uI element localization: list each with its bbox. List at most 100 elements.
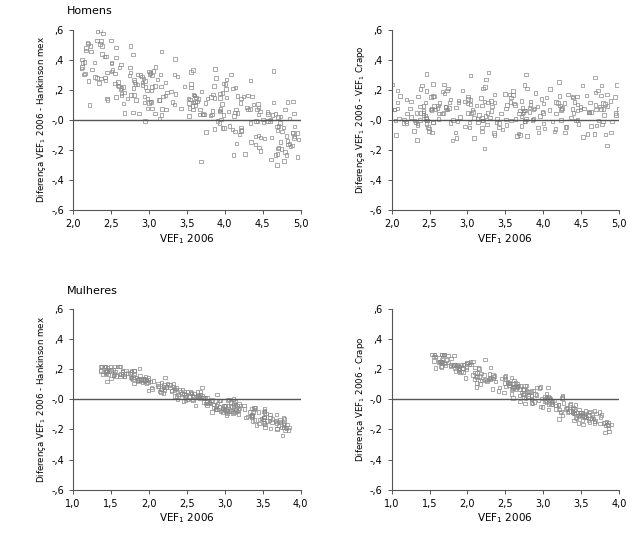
- Point: [568, 105, 578, 114]
- Point: [180, 393, 190, 401]
- Point: [513, 381, 523, 390]
- Point: [500, 372, 511, 380]
- Point: [275, 415, 285, 424]
- Point: [542, 94, 552, 102]
- Point: [587, 414, 597, 422]
- Point: [510, 101, 520, 109]
- Point: [239, 93, 249, 101]
- Point: [210, 406, 220, 414]
- Point: [178, 397, 189, 405]
- Point: [210, 397, 220, 405]
- Point: [246, 412, 256, 420]
- Point: [199, 394, 209, 402]
- Point: [168, 379, 178, 388]
- Point: [439, 80, 449, 89]
- Point: [575, 411, 585, 420]
- Point: [188, 395, 198, 404]
- Point: [568, 408, 578, 417]
- Point: [149, 377, 159, 385]
- Point: [490, 377, 500, 386]
- Point: [526, 387, 537, 395]
- Point: [170, 392, 180, 400]
- Point: [591, 105, 601, 114]
- Point: [567, 405, 577, 414]
- Point: [267, 111, 277, 119]
- Point: [119, 100, 129, 108]
- Point: [561, 404, 572, 412]
- Point: [158, 383, 168, 391]
- Point: [207, 107, 217, 115]
- Point: [102, 366, 112, 375]
- Point: [519, 81, 530, 89]
- Point: [556, 408, 566, 417]
- Point: [144, 67, 154, 76]
- Point: [563, 90, 573, 98]
- Point: [111, 372, 121, 380]
- Point: [533, 396, 544, 405]
- Point: [125, 63, 135, 72]
- Point: [186, 388, 196, 397]
- Point: [102, 94, 112, 103]
- Point: [520, 117, 530, 125]
- Point: [543, 383, 553, 392]
- Point: [221, 407, 231, 415]
- Point: [178, 386, 188, 394]
- Point: [490, 131, 500, 139]
- Point: [506, 390, 516, 399]
- Point: [560, 123, 570, 131]
- Point: [207, 110, 217, 119]
- Point: [218, 80, 229, 88]
- Point: [106, 59, 116, 68]
- Point: [535, 111, 545, 120]
- Point: [599, 419, 609, 427]
- Point: [578, 133, 588, 141]
- Point: [439, 89, 450, 98]
- Point: [584, 416, 594, 425]
- Point: [463, 95, 473, 103]
- Point: [451, 133, 462, 142]
- Point: [470, 368, 480, 377]
- Point: [424, 127, 434, 136]
- Point: [476, 369, 486, 378]
- Point: [518, 109, 528, 118]
- Point: [415, 102, 425, 111]
- Point: [569, 98, 579, 107]
- Point: [166, 386, 177, 395]
- Point: [509, 99, 519, 108]
- Point: [537, 95, 547, 103]
- Point: [198, 110, 208, 118]
- Point: [283, 426, 293, 434]
- Point: [77, 62, 87, 71]
- Point: [470, 363, 480, 372]
- Point: [185, 393, 195, 401]
- Text: Homens: Homens: [67, 6, 112, 16]
- Point: [139, 98, 149, 107]
- Point: [490, 372, 500, 380]
- Point: [170, 385, 180, 394]
- Point: [453, 98, 464, 107]
- Point: [253, 407, 264, 416]
- Point: [288, 97, 298, 105]
- Point: [231, 105, 241, 114]
- Point: [218, 408, 228, 416]
- Point: [450, 364, 460, 373]
- Point: [289, 133, 299, 142]
- Point: [140, 77, 150, 86]
- Point: [213, 400, 223, 408]
- Point: [479, 97, 490, 106]
- Point: [102, 377, 112, 386]
- Point: [458, 360, 469, 369]
- Point: [510, 378, 520, 387]
- Point: [607, 117, 617, 126]
- Point: [449, 351, 459, 360]
- Point: [96, 37, 106, 45]
- Point: [274, 143, 284, 152]
- Point: [450, 360, 460, 369]
- Point: [436, 358, 446, 366]
- Point: [544, 400, 554, 408]
- Point: [147, 82, 157, 91]
- Point: [502, 379, 512, 387]
- Point: [479, 144, 490, 153]
- Point: [211, 405, 222, 413]
- Point: [154, 387, 164, 396]
